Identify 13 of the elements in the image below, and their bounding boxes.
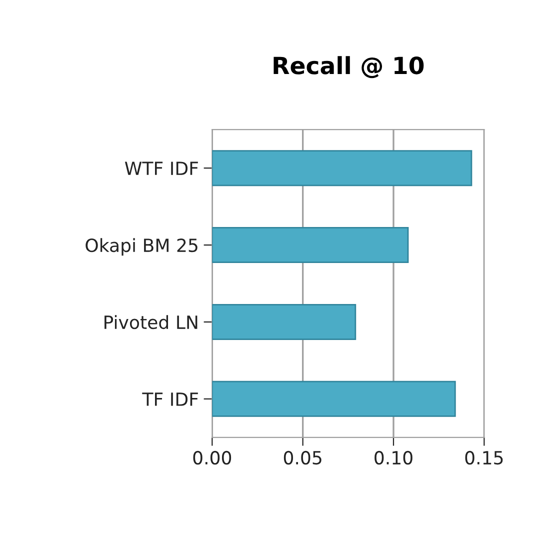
bar (212, 150, 472, 186)
x-tick-label: 0.05 (284, 450, 322, 465)
bar (212, 380, 456, 417)
y-tick-label: Okapi BM 25 (86, 238, 198, 256)
bar (212, 304, 356, 340)
chart-title: Recall @ 10 (274, 56, 424, 78)
y-tick-label: Pivoted LN (104, 315, 198, 330)
x-tick-label: 0.15 (465, 450, 503, 465)
x-tick-label: 0.00 (193, 450, 232, 465)
y-tick-label: TF IDF (142, 392, 198, 406)
y-tick-label: WTF IDF (124, 162, 198, 175)
x-tick-label: 0.10 (374, 450, 412, 465)
bar (212, 227, 409, 264)
